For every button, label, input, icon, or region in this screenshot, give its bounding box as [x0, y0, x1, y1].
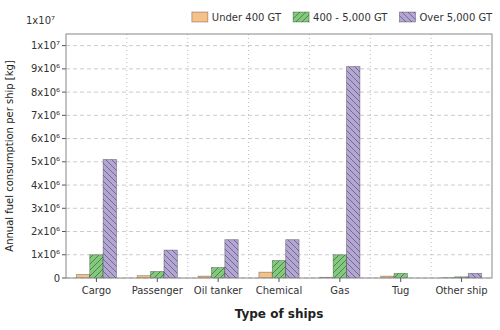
- grid-line: [66, 138, 492, 139]
- bar: [347, 67, 360, 278]
- grid-line: [66, 185, 492, 186]
- bar: [151, 271, 164, 278]
- tick-label: 0: [54, 273, 60, 284]
- y-axis: 0 1x10⁶ 2x10⁶ 3x10⁶ 4x10⁶ 5x10⁶ 6x10⁶ 7x10⁶ 8x10…: [31, 40, 66, 283]
- tick-label: Chemical: [256, 285, 302, 296]
- tick-mark: [62, 115, 66, 116]
- bar: [211, 268, 224, 278]
- tick-label: 1x10⁶: [31, 249, 60, 260]
- tick-label: 8x10⁶: [31, 87, 60, 98]
- tick-label: 1x10⁷: [31, 40, 60, 51]
- group-separator: [248, 34, 249, 278]
- tick-mark: [62, 68, 66, 69]
- bar-series: [103, 67, 482, 278]
- legend-label: 400 - 5,000 GT: [313, 12, 388, 23]
- tick-mark: [62, 254, 66, 255]
- grid-line: [66, 45, 492, 46]
- bar: [468, 273, 481, 278]
- x-axis-title: Type of ships: [235, 307, 324, 321]
- bar: [333, 255, 346, 278]
- group-separator: [187, 34, 188, 278]
- grid-line: [66, 254, 492, 255]
- tick-mark: [62, 231, 66, 232]
- bar: [76, 275, 89, 278]
- tick-mark: [62, 138, 66, 139]
- bars: [76, 67, 481, 278]
- tick-mark: [279, 278, 280, 282]
- tick-mark: [157, 278, 158, 282]
- group-separator: [370, 34, 371, 278]
- grid-line: [66, 92, 492, 93]
- tick-label: Tug: [391, 285, 409, 296]
- bar: [286, 240, 299, 278]
- legend-label: Over 5,000 GT: [419, 12, 492, 23]
- tick-mark: [62, 161, 66, 162]
- bar-series: [76, 272, 455, 278]
- tick-mark: [62, 208, 66, 209]
- legend-item: Over 5,000 GT: [399, 12, 492, 23]
- tick-mark: [62, 278, 66, 279]
- bar: [272, 261, 285, 278]
- bar: [164, 250, 177, 278]
- tick-mark: [218, 278, 219, 282]
- group-separator: [126, 34, 127, 278]
- legend-label: Under 400 GT: [212, 12, 282, 23]
- tick-label: Gas: [330, 285, 349, 296]
- legend-swatch: [192, 12, 208, 22]
- group-separator: [431, 34, 432, 278]
- tick-label: Oil tanker: [194, 285, 244, 296]
- tick-mark: [62, 45, 66, 46]
- tick-mark: [400, 278, 401, 282]
- legend-swatch: [399, 12, 415, 22]
- tick-label: 5x10⁶: [31, 156, 60, 167]
- plot-frame: [66, 34, 492, 278]
- tick-label: Passenger: [132, 285, 184, 296]
- grid-line: [66, 208, 492, 209]
- tick-label: 3x10⁶: [31, 203, 60, 214]
- tick-mark: [461, 278, 462, 282]
- tick-mark: [62, 185, 66, 186]
- grid-line: [66, 68, 492, 69]
- grid: [66, 34, 492, 278]
- bar-series: [90, 255, 469, 278]
- tick-mark: [339, 278, 340, 282]
- tick-label: 9x10⁶: [31, 63, 60, 74]
- chart: 0 1x10⁶ 2x10⁶ 3x10⁶ 4x10⁶ 5x10⁶ 6x10⁶ 7x10⁶ 8x10…: [0, 0, 500, 330]
- annotation: 1x10⁷: [26, 15, 55, 26]
- tick-mark: [62, 92, 66, 93]
- tick-label: 4x10⁶: [31, 180, 60, 191]
- bar: [103, 159, 116, 278]
- bar: [394, 273, 407, 278]
- legend: Under 400 GT 400 - 5,000 GT Over 5,000 GT: [192, 12, 493, 23]
- group-separator: [309, 34, 310, 278]
- y-axis-title: Annual fuel consumption per ship [kg]: [4, 60, 15, 252]
- grid-line: [66, 231, 492, 232]
- x-axis: Cargo Passenger Oil tanker Chemical Gas Tug Ot…: [82, 278, 488, 296]
- tick-mark: [96, 278, 97, 282]
- bar: [90, 255, 103, 278]
- legend-item: 400 - 5,000 GT: [293, 12, 388, 23]
- grid-line: [66, 161, 492, 162]
- bar: [259, 272, 272, 278]
- grid-line: [66, 115, 492, 116]
- tick-label: Cargo: [82, 285, 112, 296]
- bar: [225, 240, 238, 278]
- legend-swatch: [293, 12, 309, 22]
- tick-label: 2x10⁶: [31, 226, 60, 237]
- tick-label: Other ship: [435, 285, 487, 296]
- tick-label: 6x10⁶: [31, 133, 60, 144]
- legend-item: Under 400 GT: [192, 12, 282, 23]
- tick-label: 7x10⁶: [31, 110, 60, 121]
